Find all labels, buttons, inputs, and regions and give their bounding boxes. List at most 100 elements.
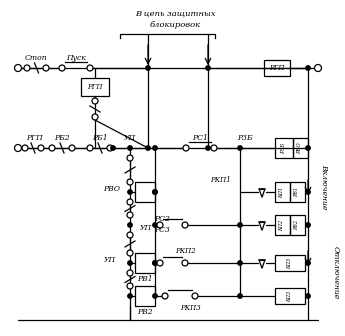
Circle shape — [22, 145, 28, 151]
Text: УП: УП — [140, 224, 152, 232]
Text: РВО: РВО — [297, 142, 303, 154]
Circle shape — [92, 98, 98, 104]
Polygon shape — [259, 222, 265, 230]
Circle shape — [206, 146, 210, 150]
Circle shape — [92, 114, 98, 120]
Circle shape — [59, 65, 65, 71]
Circle shape — [128, 223, 132, 227]
Text: РБ1: РБ1 — [92, 134, 108, 142]
Circle shape — [192, 293, 198, 299]
Circle shape — [128, 146, 132, 150]
Circle shape — [87, 65, 93, 71]
Circle shape — [306, 146, 310, 150]
Text: В цепь защитных: В цепь защитных — [135, 10, 215, 18]
Text: РГП: РГП — [269, 64, 285, 72]
Circle shape — [87, 145, 93, 151]
Circle shape — [306, 190, 310, 194]
Circle shape — [206, 66, 210, 70]
Text: РС3: РС3 — [154, 226, 170, 234]
Circle shape — [306, 66, 310, 70]
Circle shape — [153, 261, 157, 265]
Circle shape — [127, 283, 133, 289]
Circle shape — [306, 261, 310, 265]
Text: РВ2: РВ2 — [137, 308, 153, 316]
Circle shape — [153, 223, 157, 227]
Text: КП3: КП3 — [287, 257, 293, 268]
Circle shape — [127, 179, 133, 185]
Bar — [275, 138, 293, 158]
Circle shape — [183, 145, 189, 151]
Circle shape — [127, 250, 133, 256]
Text: РЗБ: РЗБ — [282, 142, 286, 154]
Bar — [275, 215, 290, 235]
Circle shape — [128, 261, 132, 265]
Circle shape — [24, 65, 30, 71]
Circle shape — [146, 146, 150, 150]
Text: КП1: КП1 — [279, 186, 285, 198]
Circle shape — [182, 222, 188, 228]
Circle shape — [238, 294, 242, 298]
Text: Стоп: Стоп — [25, 54, 47, 62]
Text: РВ2: РВ2 — [295, 220, 299, 230]
Text: РКП1: РКП1 — [210, 176, 230, 184]
Circle shape — [157, 222, 163, 228]
Circle shape — [153, 146, 157, 150]
Circle shape — [128, 294, 132, 298]
Circle shape — [14, 65, 21, 72]
Circle shape — [69, 145, 75, 151]
Circle shape — [153, 190, 157, 194]
Circle shape — [306, 223, 310, 227]
Text: РС2: РС2 — [154, 215, 170, 223]
Circle shape — [127, 212, 133, 218]
Text: РГП: РГП — [26, 134, 43, 142]
Circle shape — [238, 146, 242, 150]
Text: УП: УП — [104, 256, 116, 264]
Text: РВ1: РВ1 — [137, 275, 153, 283]
Bar — [135, 182, 155, 202]
Circle shape — [162, 293, 168, 299]
Circle shape — [127, 232, 133, 238]
Circle shape — [127, 155, 133, 161]
Text: Пуск: Пуск — [66, 54, 86, 62]
Text: Включение: Включение — [320, 164, 328, 209]
Bar — [275, 255, 305, 271]
Circle shape — [157, 260, 163, 266]
Circle shape — [306, 294, 310, 298]
Text: УП: УП — [124, 134, 136, 142]
Circle shape — [49, 145, 55, 151]
Circle shape — [153, 294, 157, 298]
Bar — [264, 60, 290, 76]
Text: КП2: КП2 — [279, 219, 285, 230]
Bar — [275, 182, 290, 202]
Circle shape — [238, 261, 242, 265]
Text: РГП: РГП — [87, 83, 103, 91]
Text: РВ1: РВ1 — [295, 187, 299, 197]
Text: КП3: КП3 — [287, 290, 293, 302]
Bar — [135, 253, 155, 273]
Text: Отключение: Отключение — [332, 246, 340, 299]
Bar — [290, 215, 305, 235]
Bar — [293, 138, 308, 158]
Text: РС1: РС1 — [192, 134, 208, 142]
Text: РВО: РВО — [104, 185, 120, 193]
Bar — [135, 286, 155, 306]
Circle shape — [111, 146, 115, 150]
Circle shape — [146, 66, 150, 70]
Polygon shape — [259, 189, 265, 197]
Circle shape — [211, 145, 217, 151]
Circle shape — [128, 190, 132, 194]
Text: РБ2: РБ2 — [54, 134, 70, 142]
Circle shape — [14, 144, 21, 152]
Text: РКП2: РКП2 — [175, 247, 195, 255]
Circle shape — [182, 260, 188, 266]
Text: блокировок: блокировок — [149, 21, 200, 29]
Circle shape — [238, 223, 242, 227]
Bar — [290, 182, 305, 202]
Text: Р3Б: Р3Б — [237, 134, 253, 142]
Bar — [275, 288, 305, 304]
Circle shape — [38, 145, 44, 151]
Text: РКП3: РКП3 — [180, 304, 200, 312]
Circle shape — [107, 145, 113, 151]
Circle shape — [153, 190, 157, 194]
Bar — [81, 78, 109, 96]
